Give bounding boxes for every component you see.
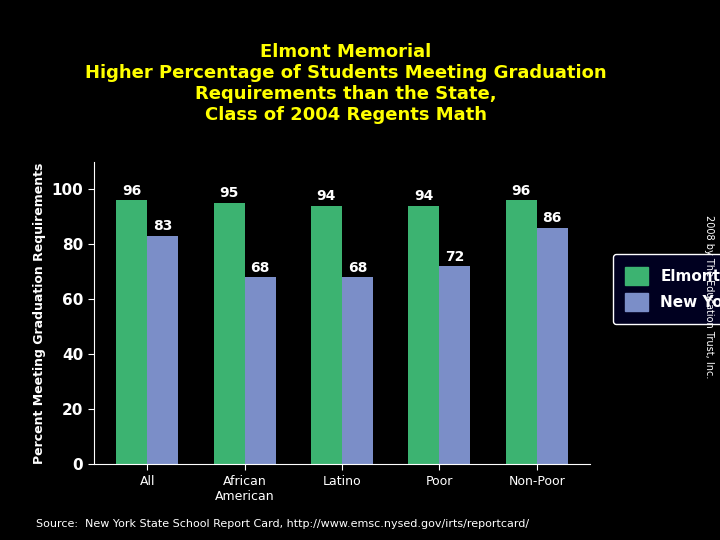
Text: 96: 96 (511, 184, 531, 198)
Text: 96: 96 (122, 184, 141, 198)
Text: 72: 72 (445, 249, 464, 264)
Bar (214, 203, 245, 464)
Text: 94: 94 (414, 189, 433, 203)
Text: 68: 68 (348, 261, 367, 275)
Text: Source:  New York State School Report Card, http://www.emsc.nysed.gov/irts/repor: Source: New York State School Report Car… (36, 519, 529, 529)
Bar (311, 206, 342, 464)
Bar (439, 266, 470, 464)
Bar (342, 278, 373, 464)
Text: 95: 95 (220, 186, 239, 200)
Legend: Elmont, New York: Elmont, New York (613, 254, 720, 323)
Bar (536, 228, 568, 464)
Text: 68: 68 (251, 261, 270, 275)
Text: Elmont Memorial
Higher Percentage of Students Meeting Graduation
Requirements th: Elmont Memorial Higher Percentage of Stu… (85, 43, 606, 124)
Bar (116, 200, 148, 464)
Bar (148, 236, 179, 464)
Text: 86: 86 (543, 211, 562, 225)
Text: 83: 83 (153, 219, 173, 233)
Bar (245, 278, 276, 464)
Y-axis label: Percent Meeting Graduation Requirements: Percent Meeting Graduation Requirements (33, 163, 46, 464)
Bar (505, 200, 536, 464)
Bar (408, 206, 439, 464)
Text: 94: 94 (317, 189, 336, 203)
Text: 2008 by The Education Trust, Inc.: 2008 by The Education Trust, Inc. (704, 215, 714, 379)
